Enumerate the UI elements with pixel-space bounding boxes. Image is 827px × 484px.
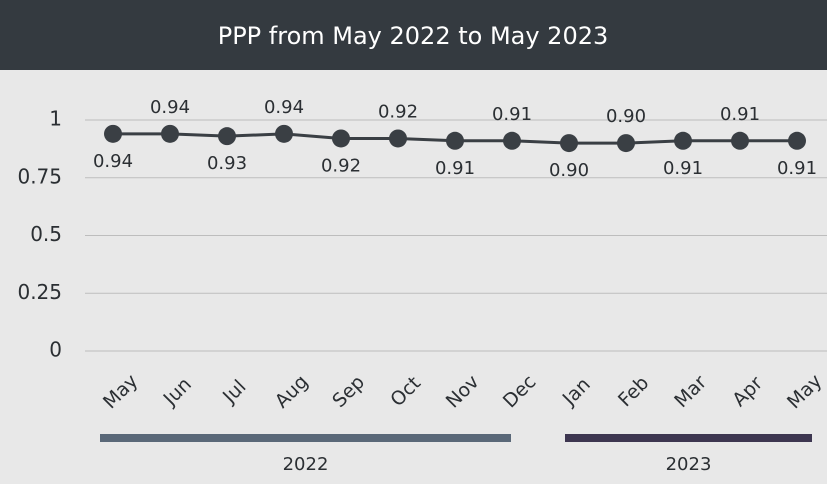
point [161, 124, 179, 143]
data-label: 0.90 [549, 160, 589, 181]
data-label: 0.91 [720, 104, 760, 125]
point [617, 134, 635, 153]
point [503, 131, 521, 150]
point [446, 131, 464, 150]
title-bar [0, 0, 827, 70]
y-tick-label: 0 [49, 338, 62, 362]
data-label: 0.91 [777, 158, 817, 179]
data-label: 0.94 [150, 97, 190, 118]
year-label: 2022 [283, 454, 329, 475]
point [674, 131, 692, 150]
year-bar [565, 434, 812, 442]
y-tick-label: 0.75 [17, 164, 62, 188]
data-label: 0.91 [435, 158, 475, 179]
chart-title: PPP from May 2022 to May 2023 [218, 22, 609, 50]
point [731, 131, 749, 150]
point [218, 127, 236, 146]
year-label: 2023 [666, 454, 712, 475]
data-label: 0.92 [378, 101, 418, 122]
data-label: 0.92 [321, 155, 361, 176]
data-label: 0.91 [492, 104, 532, 125]
point [275, 124, 293, 143]
point [332, 129, 350, 148]
data-label: 0.91 [663, 158, 703, 179]
y-tick-label: 1 [49, 107, 62, 131]
data-label: 0.94 [264, 97, 304, 118]
y-tick-label: 0.5 [30, 222, 62, 246]
data-label: 0.93 [207, 153, 247, 174]
point [389, 129, 407, 148]
data-label: 0.94 [93, 151, 133, 172]
year-bar [100, 434, 511, 442]
data-label: 0.90 [606, 106, 646, 127]
point [788, 131, 806, 150]
y-tick-label: 0.25 [17, 280, 62, 304]
point [104, 124, 122, 143]
point [560, 134, 578, 153]
